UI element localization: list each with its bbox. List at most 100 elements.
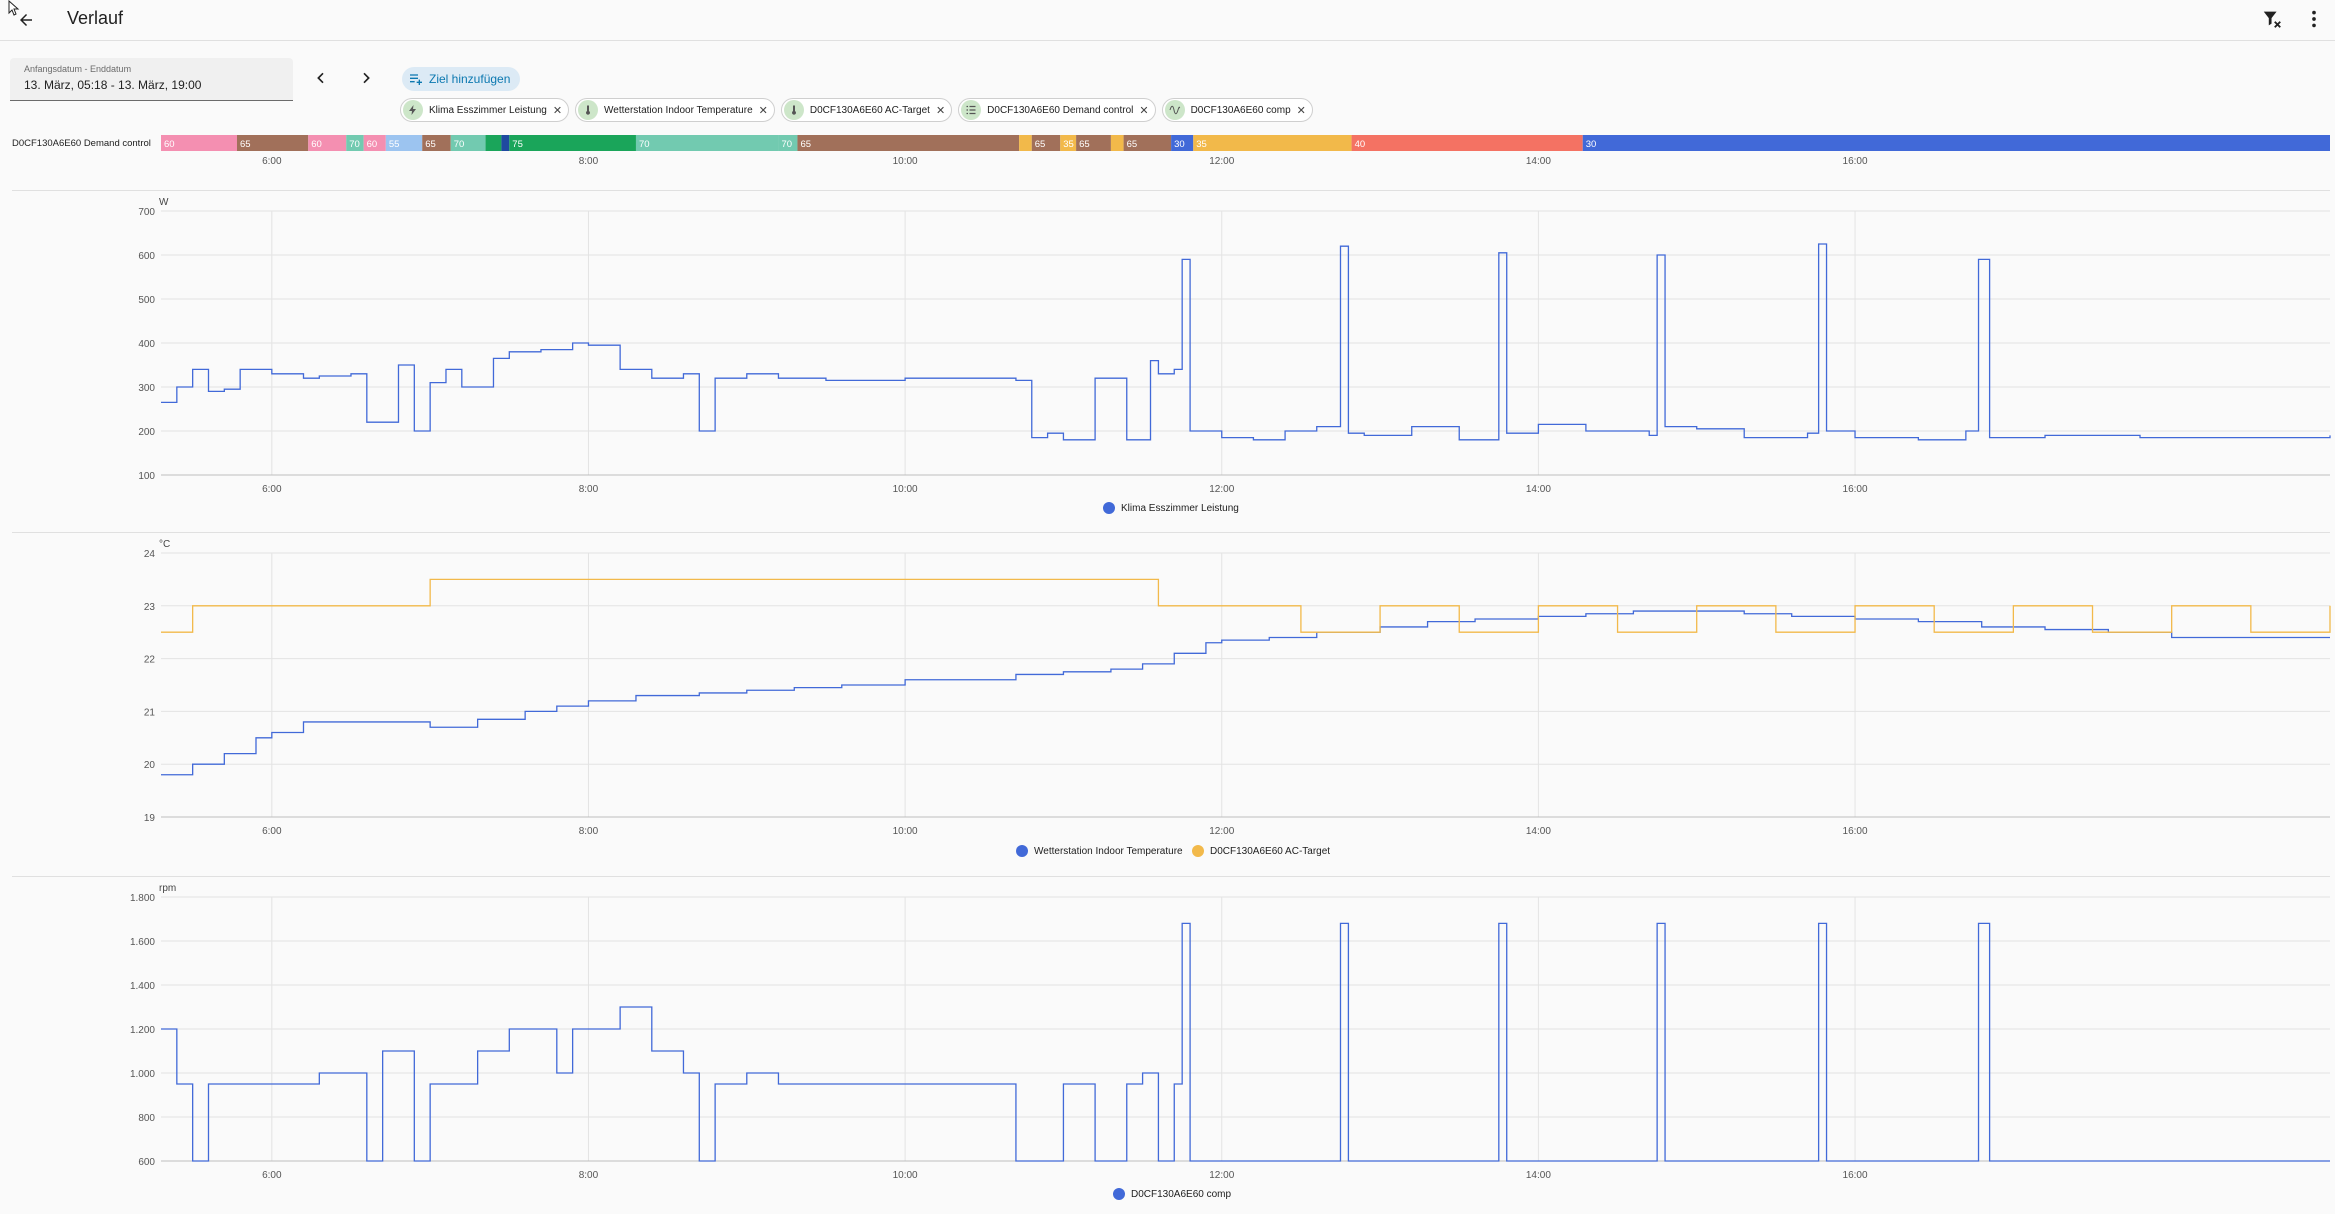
legend-dot xyxy=(1016,845,1028,857)
timeline-segment-label: 70 xyxy=(454,139,465,150)
timeline-segment-label: 65 xyxy=(1035,139,1046,150)
timeline-segment[interactable] xyxy=(1123,135,1172,151)
remove-chip-icon[interactable]: ✕ xyxy=(935,104,946,117)
timeline-segment[interactable] xyxy=(1110,135,1124,151)
x-tick-label: 6:00 xyxy=(262,484,282,495)
remove-chip-icon[interactable]: ✕ xyxy=(758,104,768,117)
timeline-segment-label: 70 xyxy=(349,139,360,150)
timeline-segment[interactable] xyxy=(509,135,636,151)
entity-chip[interactable]: D0CF130A6E60 Demand control ✕ xyxy=(958,98,1156,122)
add-target-label: Ziel hinzufügen xyxy=(429,72,511,86)
series-line[interactable] xyxy=(161,578,2331,633)
entity-chip-label: Klima Esszimmer Leistung xyxy=(429,104,547,116)
date-range-label: Anfangsdatum - Enddatum xyxy=(24,64,132,74)
timeline-segment[interactable] xyxy=(1031,135,1061,151)
x-tick-label: 12:00 xyxy=(1209,826,1234,837)
remove-chip-icon[interactable]: ✕ xyxy=(1139,104,1149,117)
timeline-bar[interactable]: 60 65 60 70 60 55 65 70 75 70 70 65 65 35 65 65 30 35 40 30 xyxy=(161,135,2330,151)
legend-item[interactable]: D0CF130A6E60 comp xyxy=(1113,1188,1231,1200)
y-tick-label: 1.000 xyxy=(130,1069,155,1080)
timeline-segment[interactable] xyxy=(1582,135,2330,151)
timeline-segment-label: 70 xyxy=(781,139,792,150)
previous-range-button[interactable] xyxy=(309,66,333,90)
add-target-button[interactable]: Ziel hinzufügen xyxy=(402,67,521,91)
x-tick-label: 8:00 xyxy=(579,826,599,837)
timeline-segment[interactable] xyxy=(1060,135,1077,151)
y-tick-label: 23 xyxy=(144,602,156,613)
x-tick-label: 16:00 xyxy=(1843,1170,1868,1181)
entity-chip-label: D0CF130A6E60 Demand control xyxy=(987,104,1134,116)
series-line[interactable] xyxy=(161,610,2330,776)
timeline-segment[interactable] xyxy=(1076,135,1111,151)
entity-chip-label: D0CF130A6E60 AC-Target xyxy=(809,104,930,116)
timeline-segment[interactable] xyxy=(236,135,309,151)
timeline-segment[interactable] xyxy=(308,135,347,151)
back-button[interactable] xyxy=(12,6,40,34)
timeline-segment[interactable] xyxy=(778,135,798,151)
timeline-x-axis: 6:00 8:00 10:00 12:00 14:00 16:00 xyxy=(262,156,1868,167)
x-tick-label: 6:00 xyxy=(262,156,282,167)
timeline-segment[interactable] xyxy=(635,135,779,151)
timeline-segment-label: 65 xyxy=(240,139,251,150)
x-tick-label: 12:00 xyxy=(1209,1170,1234,1181)
legend-item[interactable]: Wetterstation Indoor Temperature xyxy=(1016,845,1183,857)
y-axis-unit: °C xyxy=(159,539,170,550)
entity-chip[interactable]: D0CF130A6E60 AC-Target ✕ xyxy=(780,98,953,122)
y-axis-unit: rpm xyxy=(159,883,176,894)
y-tick-label: 24 xyxy=(144,549,156,560)
legend-item[interactable]: Klima Esszimmer Leistung xyxy=(1103,502,1239,514)
legend-label: D0CF130A6E60 comp xyxy=(1131,1188,1232,1200)
date-range-picker[interactable]: Anfangsdatum - Enddatum 13. März, 05:18 … xyxy=(10,58,293,101)
timeline-segment[interactable] xyxy=(1019,135,1032,151)
timeline-segment[interactable] xyxy=(450,135,486,151)
entity-chip[interactable]: Klima Esszimmer Leistung ✕ xyxy=(400,98,570,122)
timeline-segment[interactable] xyxy=(501,135,510,151)
timeline-segment-label: 30 xyxy=(1586,139,1597,150)
chevron-left-icon xyxy=(317,72,324,84)
timeline-segment-label: 40 xyxy=(1355,139,1366,150)
legend-item[interactable]: D0CF130A6E60 AC-Target xyxy=(1192,845,1330,857)
timeline-segment[interactable] xyxy=(485,135,502,151)
divider xyxy=(12,876,2330,877)
timeline-segment-label: 55 xyxy=(389,139,400,150)
x-tick-label: 16:00 xyxy=(1843,156,1868,167)
timeline-segment[interactable] xyxy=(422,135,451,151)
entity-chip[interactable]: Wetterstation Indoor Temperature ✕ xyxy=(575,98,775,122)
timeline-segment[interactable] xyxy=(1193,135,1352,151)
more-options-button[interactable] xyxy=(2303,8,2327,32)
remove-chip-icon[interactable]: ✕ xyxy=(1296,104,1306,117)
x-tick-label: 8:00 xyxy=(579,484,599,495)
series-line[interactable] xyxy=(161,922,2330,1162)
timeline-segment-label: 60 xyxy=(311,139,322,150)
timeline-segment[interactable] xyxy=(385,135,423,151)
compressor-chart[interactable]: rpm 1.800 1.600 1.400 1.200 1.000 800 600 6:00 8:… xyxy=(0,879,2335,1209)
y-tick-label: 800 xyxy=(138,1113,155,1124)
remove-chip-icon[interactable]: ✕ xyxy=(552,104,563,117)
next-range-button[interactable] xyxy=(354,66,378,90)
legend-label: D0CF130A6E60 AC-Target xyxy=(1210,845,1331,857)
timeline-segment[interactable] xyxy=(797,135,1020,151)
list-icon xyxy=(961,100,982,120)
date-range-value: 13. März, 05:18 - 13. März, 19:00 xyxy=(24,78,202,92)
timeline-segment[interactable] xyxy=(1351,135,1583,151)
timeline-segment[interactable] xyxy=(363,135,386,151)
timeline-segment[interactable] xyxy=(161,135,237,151)
temperature-chart[interactable]: °C24 23 22 21 20 19 6:00 8:00 10:00 12:00 14:00 16:… xyxy=(0,535,2335,865)
arrow-left-icon xyxy=(20,14,32,26)
x-tick-label: 10:00 xyxy=(893,1170,918,1181)
entity-chip[interactable]: D0CF130A6E60 comp ✕ xyxy=(1161,98,1313,122)
timeline-segment[interactable] xyxy=(346,135,364,151)
filter-remove-button[interactable] xyxy=(2261,8,2285,32)
bolt-icon xyxy=(403,100,423,120)
x-tick-label: 10:00 xyxy=(893,826,918,837)
series-line[interactable] xyxy=(161,243,2331,441)
mouse-cursor-icon xyxy=(8,0,20,16)
x-tick-label: 8:00 xyxy=(579,156,599,167)
timeline-segment[interactable] xyxy=(1171,135,1194,151)
power-chart[interactable]: W 700 600 500 400 300 200 100 6:00 8:00 10:00 12:00… xyxy=(0,193,2335,523)
timeline-segment-label: 60 xyxy=(164,139,175,150)
timeline-segment-label: 70 xyxy=(639,139,650,150)
y-tick-label: 19 xyxy=(144,813,156,824)
y-tick-label: 500 xyxy=(138,295,155,306)
thermometer-icon xyxy=(578,100,599,120)
